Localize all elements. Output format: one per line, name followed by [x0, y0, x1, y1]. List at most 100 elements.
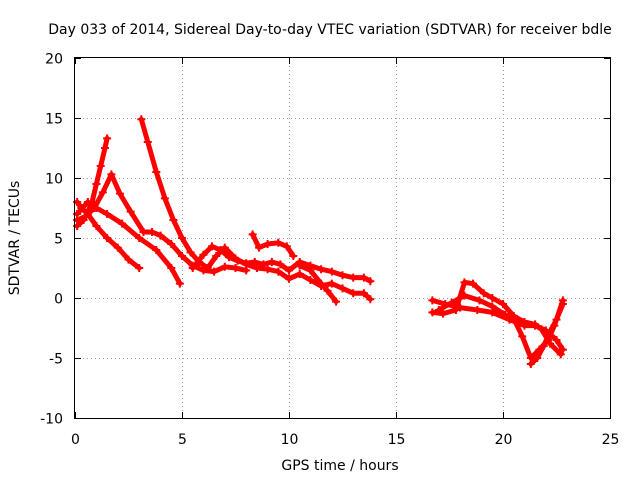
data-point-marker: [499, 300, 507, 308]
data-point-marker: [83, 198, 92, 206]
data-point-marker: [98, 188, 107, 197]
data-point-marker: [274, 238, 283, 247]
data-point-marker: [366, 295, 375, 304]
data-point-marker: [143, 138, 152, 146]
data-point-marker: [518, 332, 527, 341]
data-point-marker: [113, 243, 122, 252]
data-point-marker: [233, 256, 242, 265]
data-point-marker: [210, 267, 219, 276]
data-point-marker: [539, 342, 548, 350]
data-point-marker: [306, 266, 315, 275]
data-point-marker: [338, 271, 347, 280]
y-tick-label: 15: [45, 112, 63, 128]
data-point-marker: [103, 234, 112, 242]
data-point-marker: [107, 170, 116, 179]
data-point-marker: [289, 252, 298, 260]
data-point-marker: [126, 207, 135, 216]
data-point-marker: [306, 276, 315, 284]
series-track-8: [295, 261, 341, 306]
data-point-marker: [285, 266, 293, 275]
data-point-marker: [537, 325, 546, 334]
data-point-marker: [152, 246, 161, 254]
data-point-marker: [552, 315, 561, 324]
data-point-marker: [317, 279, 326, 288]
data-point-marker: [137, 115, 146, 124]
series-track-6: [188, 242, 375, 286]
data-point-marker: [323, 286, 332, 295]
data-point-marker: [220, 243, 229, 252]
data-point-marker: [135, 234, 144, 242]
y-tick-label: 10: [45, 172, 63, 188]
data-point-marker: [282, 242, 291, 251]
data-point-marker: [447, 298, 456, 307]
chart-title: Day 033 of 2014, Sidereal Day-to-day VTE…: [48, 22, 612, 38]
data-point-marker: [203, 264, 212, 272]
data-point-marker: [92, 222, 101, 230]
data-point-marker: [231, 264, 240, 272]
data-point-marker: [533, 354, 542, 362]
data-point-marker: [167, 240, 176, 248]
data-point-marker: [216, 246, 225, 254]
data-point-marker: [188, 264, 197, 272]
data-point-marker: [531, 320, 540, 329]
data-point-marker: [156, 231, 165, 240]
y-tick-label: -5: [49, 352, 63, 368]
data-point-marker: [96, 162, 105, 170]
data-point-marker: [100, 144, 109, 152]
data-point-marker: [259, 260, 268, 269]
data-point-marker: [178, 234, 186, 242]
y-axis-label: SDTVAR / TECUs: [7, 181, 23, 296]
data-point-marker: [250, 258, 259, 266]
series-line: [74, 199, 183, 287]
data-point-marker: [103, 134, 112, 143]
data-point-marker: [501, 310, 510, 319]
data-point-marker: [509, 314, 518, 323]
data-point-marker: [81, 212, 90, 221]
x-tick-label: 25: [602, 432, 620, 448]
data-point-marker: [327, 279, 336, 288]
data-point-marker: [276, 260, 285, 269]
data-point-marker: [439, 309, 448, 318]
data-point-marker: [274, 267, 283, 276]
data-point-marker: [263, 240, 272, 248]
data-point-marker: [558, 300, 567, 308]
data-point-marker: [520, 318, 529, 326]
data-point-marker: [359, 289, 368, 298]
plot-frame: [74, 57, 611, 419]
series-track-10: [428, 278, 565, 359]
data-point-marker: [124, 255, 133, 264]
data-point-marker: [327, 267, 336, 276]
data-point-marker: [135, 264, 144, 272]
x-axis-label: GPS time / hours: [281, 458, 398, 474]
x-tick-label: 5: [178, 432, 187, 448]
data-point-marker: [317, 265, 326, 274]
data-point-marker: [488, 302, 497, 311]
data-point-marker: [242, 259, 251, 268]
series-track-12: [526, 300, 567, 368]
data-point-marker: [263, 265, 272, 274]
data-point-marker: [451, 306, 460, 314]
tick-layer: 0 5 10 15 20 25 -10 -5 0 5 10 15 20: [40, 52, 619, 449]
data-point-marker: [175, 279, 184, 288]
data-point-marker: [118, 219, 127, 228]
data-point-marker: [295, 270, 304, 278]
data-point-marker: [103, 210, 112, 218]
data-point-marker: [473, 306, 482, 314]
data-point-marker: [160, 194, 169, 203]
data-point-marker: [434, 306, 443, 314]
data-point-marker: [349, 289, 358, 298]
data-point-marker: [469, 279, 478, 288]
data-point-marker: [285, 274, 293, 283]
data-point-marker: [349, 273, 358, 282]
x-tick-label: 10: [281, 432, 299, 448]
data-point-marker: [248, 230, 257, 239]
data-point-marker: [167, 264, 176, 272]
data-point-marker: [479, 289, 488, 298]
data-point-marker: [178, 252, 186, 260]
data-point-marker: [225, 253, 234, 262]
data-point-marker: [115, 189, 124, 198]
data-point-marker: [546, 327, 555, 336]
data-point-marker: [428, 296, 437, 305]
series-track-7: [248, 230, 298, 260]
